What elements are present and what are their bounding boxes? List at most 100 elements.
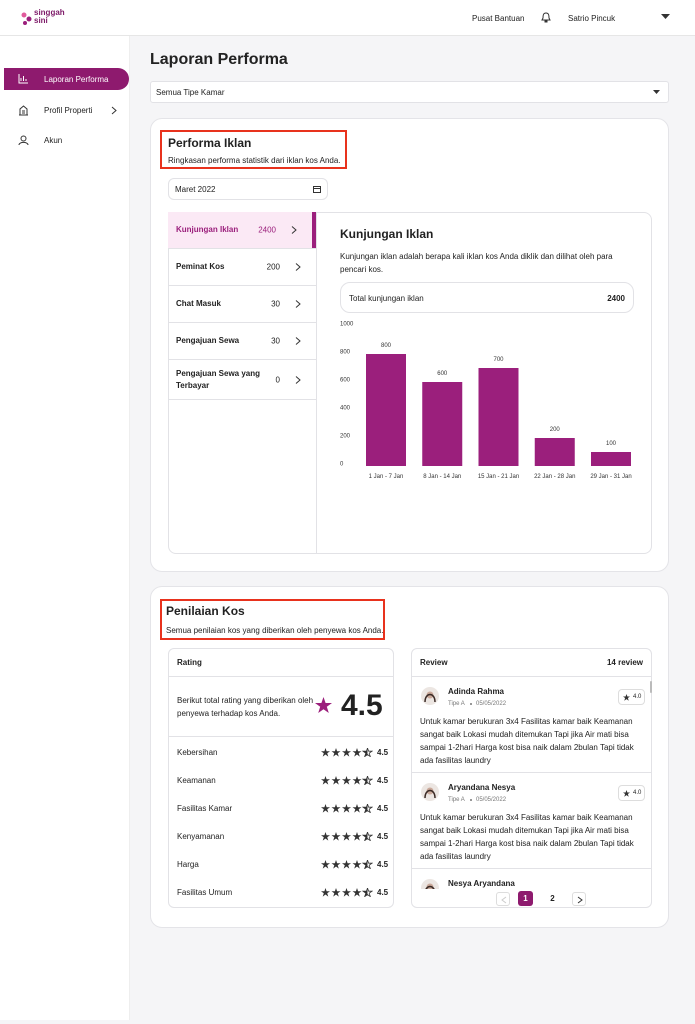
stars bbox=[321, 860, 373, 869]
dot bbox=[470, 799, 472, 801]
chevron-path bbox=[295, 375, 301, 384]
scrollbar bbox=[650, 681, 652, 693]
metric-item[interactable]: Peminat Kos 200 bbox=[168, 249, 316, 286]
badge-star bbox=[623, 694, 630, 701]
badge-value: 4.0 bbox=[633, 790, 642, 796]
avatar bbox=[421, 783, 439, 801]
nav-item[interactable]: Laporan Performa bbox=[44, 75, 109, 84]
nav-chevron bbox=[111, 106, 117, 115]
metric-label: Kunjungan Iklan bbox=[176, 225, 239, 234]
page-title: Laporan Performa bbox=[150, 51, 288, 68]
rating-label: Keamanan bbox=[177, 776, 216, 785]
metric-value: 0 bbox=[275, 375, 280, 384]
metric-item[interactable]: Pengajuan Sewa 30 bbox=[168, 323, 316, 360]
star bbox=[321, 748, 330, 757]
rating-summary: Berikut total rating yang diberikan oleh… bbox=[177, 696, 314, 718]
sidebar: Laporan Performa Profil Properti Akun bbox=[0, 36, 130, 1020]
dot bbox=[470, 703, 472, 705]
review-list: Adinda Rahma Tipe A 05/05/2022 4.0 Untuk kam… bbox=[412, 677, 651, 889]
section-subtitle: Ringkasan performa statistik dari iklan … bbox=[168, 156, 341, 165]
bar bbox=[366, 354, 406, 466]
user-icon bbox=[18, 135, 29, 146]
rating-badge: 4.0 bbox=[618, 785, 645, 801]
active-indicator bbox=[312, 212, 316, 248]
chevron bbox=[295, 300, 301, 308]
x-tick-label: 29 Jan - 31 Jan bbox=[590, 474, 631, 480]
rating-value: 4.5 bbox=[377, 832, 389, 841]
page-button[interactable]: 2 bbox=[550, 894, 555, 903]
total-box: Total kunjungan iklan 2400 bbox=[340, 282, 634, 313]
star bbox=[331, 804, 341, 813]
section-title: Performa Iklan bbox=[168, 136, 252, 150]
star bbox=[321, 832, 330, 841]
page-arrow[interactable] bbox=[496, 891, 510, 906]
divider bbox=[316, 212, 317, 554]
nav-active-bg[interactable] bbox=[4, 68, 129, 90]
star bbox=[352, 804, 362, 813]
metric-item[interactable]: Pengajuan Sewa yang Terbayar 0 bbox=[168, 360, 316, 400]
data-label: 700 bbox=[493, 357, 504, 363]
chevron-path bbox=[295, 300, 301, 308]
star bbox=[331, 832, 341, 841]
section-title: Penilaian Kos bbox=[166, 604, 245, 618]
nav-item[interactable]: Profil Properti bbox=[44, 106, 93, 115]
nav-item[interactable]: Akun bbox=[44, 136, 63, 145]
divider bbox=[169, 676, 393, 677]
star bbox=[352, 776, 362, 785]
highlight-box bbox=[160, 599, 385, 640]
star bbox=[342, 860, 351, 869]
reviewer-name: Nesya Aryandana bbox=[448, 879, 515, 888]
rating-row: Harga 4.5 bbox=[169, 850, 393, 878]
metric-label: Peminat Kos bbox=[176, 262, 225, 271]
review-item: Nesya Aryandana bbox=[412, 869, 651, 889]
chevron-path bbox=[295, 337, 301, 345]
rating-row: Kebersihan 4.5 bbox=[169, 738, 393, 766]
y-tick-label: 600 bbox=[340, 378, 351, 384]
metric-item[interactable]: Chat Masuk 30 bbox=[168, 286, 316, 323]
star bbox=[342, 832, 351, 841]
star bbox=[623, 694, 630, 701]
x-tick-label: 8 Jan - 14 Jan bbox=[423, 474, 461, 480]
rating-row: Fasilitas Kamar 4.5 bbox=[169, 794, 393, 822]
room-select[interactable]: Semua Tipe Kamar bbox=[150, 81, 669, 103]
metric-value: 30 bbox=[271, 299, 280, 309]
y-tick-label: 1000 bbox=[340, 322, 354, 328]
month-value: Maret 2022 bbox=[175, 185, 216, 194]
star bbox=[352, 888, 362, 897]
help-link[interactable]: Pusat Bantuan bbox=[472, 14, 525, 23]
logo[interactable]: singgah sini bbox=[34, 8, 65, 25]
star bbox=[342, 804, 351, 813]
data-label: 100 bbox=[606, 441, 617, 447]
rating-label: Kenyamanan bbox=[177, 832, 225, 841]
reviewer-name: Adinda Rahma bbox=[448, 687, 505, 696]
star bbox=[321, 804, 330, 813]
x-tick-label: 15 Jan - 21 Jan bbox=[478, 474, 519, 480]
bar bbox=[478, 368, 519, 466]
y-tick-label: 200 bbox=[340, 434, 351, 440]
page-arrow[interactable] bbox=[572, 891, 586, 906]
metric-item[interactable]: Kunjungan Iklan 2400 bbox=[168, 212, 316, 249]
metric-label: Pengajuan Sewa yang Terbayar bbox=[176, 368, 261, 390]
bell-icon[interactable] bbox=[541, 12, 551, 23]
month-picker[interactable]: Maret 2022 bbox=[168, 178, 328, 200]
rating-value: 4.5 bbox=[377, 776, 389, 785]
metric-label: Pengajuan Sewa bbox=[176, 336, 240, 345]
reviewer-name: Aryandana Nesya bbox=[448, 783, 516, 792]
section-subtitle: Semua penilaian kos yang diberikan oleh … bbox=[166, 626, 384, 635]
page-button[interactable]: 1 bbox=[518, 891, 533, 906]
review-count: 14 review bbox=[606, 658, 643, 667]
user-name[interactable]: Satrio Pincuk bbox=[568, 14, 616, 23]
rating-value: 4.5 bbox=[377, 804, 389, 813]
logo-icon bbox=[21, 12, 32, 25]
stars bbox=[321, 888, 373, 897]
stars bbox=[321, 832, 373, 841]
avatar-hair bbox=[424, 789, 436, 799]
review-item: Aryandana Nesya Tipe A 05/05/2022 4.0 Untuk … bbox=[412, 773, 651, 869]
star bbox=[623, 790, 630, 797]
star-half bbox=[363, 776, 372, 785]
badge-value: 4.0 bbox=[633, 694, 642, 700]
star bbox=[331, 748, 341, 757]
x-tick-label: 1 Jan - 7 Jan bbox=[369, 474, 404, 480]
user-caret[interactable] bbox=[661, 14, 670, 20]
y-tick-label: 400 bbox=[340, 406, 351, 412]
